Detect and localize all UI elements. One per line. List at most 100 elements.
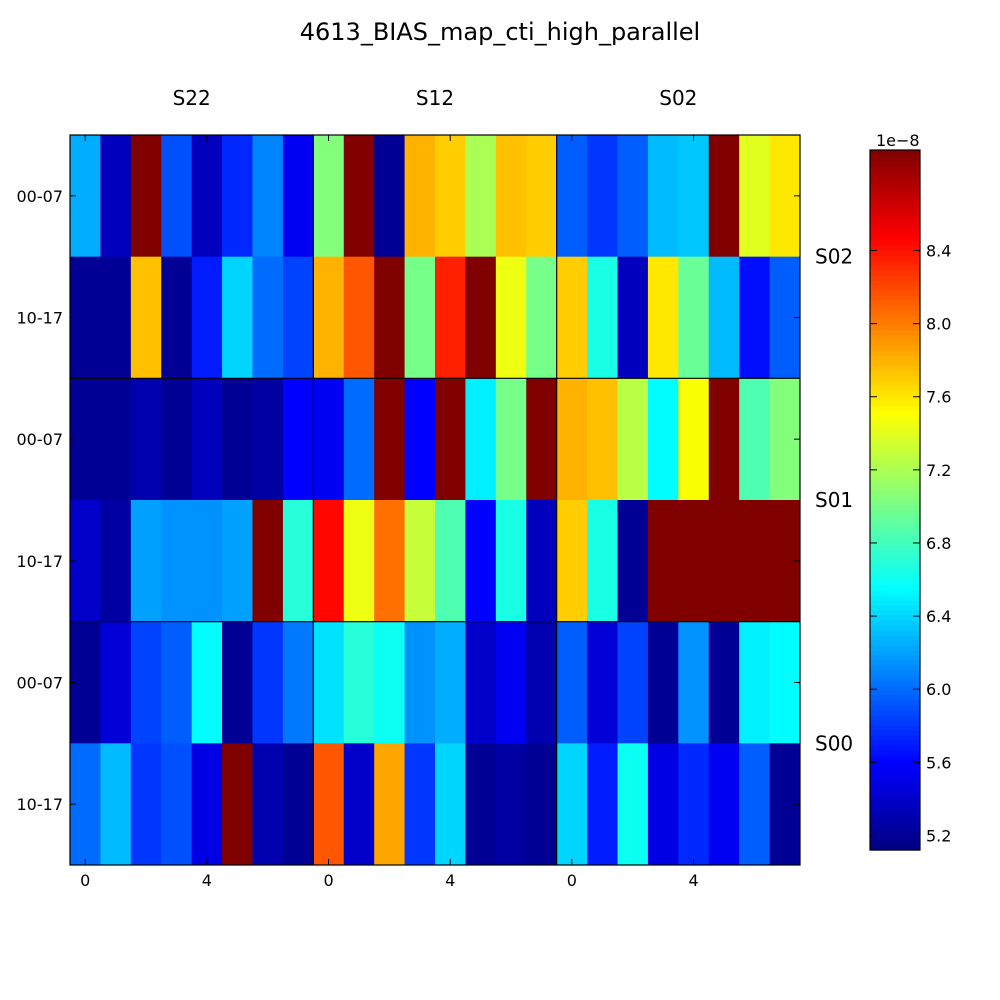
- heatmap-cell: [587, 378, 618, 501]
- colorbar-gradient-band: [870, 755, 920, 761]
- colorbar-gradient-band: [870, 775, 920, 781]
- colorbar-gradient-band: [870, 630, 920, 636]
- heatmap-cell: [647, 256, 679, 379]
- heatmap-cell: [435, 378, 466, 501]
- heatmap-cell: [435, 743, 466, 866]
- colorbar-gradient-band: [870, 750, 920, 756]
- heatmap-cell: [404, 500, 436, 623]
- heatmap-cell: [100, 378, 132, 501]
- colorbar-border: [869, 149, 921, 851]
- heatmap-cell: [374, 743, 405, 866]
- heatmap-cell: [313, 256, 345, 379]
- heatmap-cell: [435, 621, 466, 744]
- heatmap-cell: [343, 135, 375, 258]
- colorbar-gradient-band: [870, 585, 920, 591]
- colorbar-tick-label: 6.0: [926, 680, 951, 699]
- heatmap-cell: [130, 135, 162, 258]
- heatmap-cell: [587, 621, 618, 744]
- heatmap-cell: [647, 135, 679, 258]
- heatmap-cell: [708, 135, 740, 258]
- heatmap-cell: [526, 256, 558, 379]
- heatmap-cell: [252, 621, 284, 744]
- heatmap-cell: [282, 378, 314, 501]
- colorbar-gradient-band: [870, 175, 920, 181]
- colorbar-gradient-band: [870, 465, 920, 471]
- heatmap-cell: [465, 743, 497, 866]
- plot-frame: [69, 134, 801, 866]
- colorbar-gradient-band: [870, 595, 920, 601]
- heatmap-cell: [739, 378, 770, 501]
- colorbar-gradient-band: [870, 225, 920, 231]
- colorbar-gradient-band: [870, 600, 920, 606]
- heatmap-cell: [252, 378, 284, 501]
- colorbar-gradient-band: [870, 455, 920, 461]
- colorbar-gradient-band: [870, 260, 920, 266]
- heatmap-cell: [130, 378, 162, 501]
- heatmap-cell: [100, 500, 132, 623]
- heatmap-cell: [647, 743, 679, 866]
- heatmap-cell: [191, 256, 223, 379]
- heatmap-cell: [587, 256, 618, 379]
- colorbar-gradient-band: [870, 330, 920, 336]
- colorbar-gradient-band: [870, 335, 920, 341]
- colorbar-gradient-band: [870, 655, 920, 661]
- colorbar-gradient-band: [870, 530, 920, 536]
- colorbar-gradient-band: [870, 510, 920, 516]
- heatmap-cell: [282, 743, 314, 866]
- y-tick-label: 10-17: [17, 795, 64, 814]
- colorbar-gradient-band: [870, 205, 920, 211]
- colorbar-gradient-band: [870, 550, 920, 556]
- heatmap-cell: [526, 500, 558, 623]
- colorbar-tick-label: 6.4: [926, 607, 951, 626]
- heatmap-cell: [495, 378, 527, 501]
- colorbar-gradient-band: [870, 575, 920, 581]
- colorbar: 5.2 5.6 6.0 6.4 6.8 7.2 7.6 8.0 8.4 1e−8: [869, 131, 951, 851]
- heatmap-cell: [161, 743, 193, 866]
- colorbar-gradient-band: [870, 570, 920, 576]
- colorbar-gradient-band: [870, 485, 920, 491]
- colorbar-gradient-band: [870, 435, 920, 441]
- colorbar-gradient-band: [870, 705, 920, 711]
- heatmap-cell: [526, 135, 558, 258]
- heatmap-cell: [526, 743, 558, 866]
- heatmap-cell: [708, 256, 740, 379]
- heatmap-cell: [343, 378, 375, 501]
- heatmap-cell: [222, 621, 253, 744]
- colorbar-gradient-band: [870, 195, 920, 201]
- heatmap-cell: [374, 256, 405, 379]
- colorbar-gradient-band: [870, 165, 920, 171]
- heatmap-cells: [70, 135, 801, 866]
- heatmap-cell: [313, 378, 345, 501]
- colorbar-gradient-band: [870, 700, 920, 706]
- heatmap-cell: [161, 378, 193, 501]
- heatmap-cell: [708, 378, 740, 501]
- heatmap-cell: [161, 500, 193, 623]
- colorbar-gradient-band: [870, 410, 920, 416]
- heatmap-cell: [678, 743, 710, 866]
- heatmap-cell: [404, 256, 436, 379]
- heatmap-cell: [556, 621, 588, 744]
- colorbar-gradient-band: [870, 720, 920, 726]
- colorbar-gradient-band: [870, 635, 920, 641]
- heatmap-cell: [465, 256, 497, 379]
- x-tick-label: 4: [202, 871, 212, 890]
- colorbar-gradient-band: [870, 300, 920, 306]
- colorbar-gradient-band: [870, 540, 920, 546]
- colorbar-gradient-band: [870, 675, 920, 681]
- heatmap-cell: [313, 500, 345, 623]
- colorbar-tick-label: 5.2: [926, 826, 951, 845]
- heatmap-cell: [282, 621, 314, 744]
- colorbar-gradient-band: [870, 230, 920, 236]
- heatmap-cell: [647, 378, 679, 501]
- heatmap-cell: [161, 256, 193, 379]
- colorbar-gradient-band: [870, 340, 920, 346]
- row-group-label: S02: [815, 245, 853, 269]
- row-group-label: S01: [815, 488, 853, 512]
- chart-title: 4613_BIAS_map_cti_high_parallel: [300, 18, 700, 46]
- heatmap-cell: [282, 135, 314, 258]
- colorbar-gradient-band: [870, 325, 920, 331]
- heatmap-cell: [374, 135, 405, 258]
- heatmap-cell: [130, 621, 162, 744]
- heatmap-cell: [556, 256, 588, 379]
- colorbar-gradient-band: [870, 680, 920, 686]
